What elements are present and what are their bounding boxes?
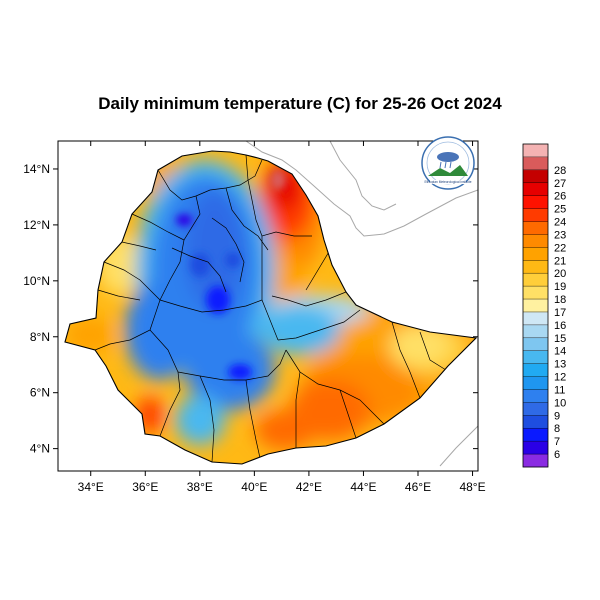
lon-tick-label: 38°E — [187, 480, 213, 494]
colorbar: 6789101112131415161718192021222324252627… — [522, 143, 566, 468]
colorbar-label: 6 — [554, 449, 560, 461]
colorbar-swatch — [523, 208, 548, 222]
colorbar-swatch — [523, 247, 548, 261]
colorbar-swatch — [523, 311, 548, 326]
colorbar-swatch — [523, 415, 548, 429]
colorbar-swatch — [523, 273, 548, 287]
lat-tick-label: 8°N — [30, 330, 50, 344]
colorbar-label: 11 — [554, 384, 565, 396]
lat-tick-label: 12°N — [23, 218, 50, 232]
lat-tick-label: 6°N — [30, 386, 50, 400]
colorbar-swatch — [523, 337, 548, 352]
lat-tick-label: 4°N — [30, 442, 50, 456]
colorbar-label: 20 — [554, 268, 566, 280]
colorbar-swatch — [523, 350, 548, 364]
lat-tick-label: 10°N — [23, 274, 50, 288]
colorbar-label: 25 — [554, 204, 566, 216]
colorbar-label: 22 — [554, 242, 566, 254]
colorbar-frame — [522, 143, 549, 468]
colorbar-label: 24 — [554, 217, 566, 229]
colorbar-swatch — [523, 428, 548, 442]
lon-tick-label: 44°E — [350, 480, 376, 494]
logo-agency-text: Ethiopian Meteorological Institute — [425, 180, 472, 184]
colorbar-swatch — [523, 286, 548, 300]
lon-tick-label: 40°E — [241, 480, 267, 494]
colorbar-label: 27 — [554, 178, 566, 190]
colorbar-label: 28 — [554, 165, 566, 177]
colorbar-swatch — [523, 221, 548, 235]
colorbar-swatch — [523, 156, 548, 171]
colorbar-label: 23 — [554, 229, 566, 241]
colorbar-label: 13 — [554, 359, 566, 371]
colorbar-swatch — [523, 363, 548, 377]
colorbar-swatch — [523, 299, 548, 313]
colorbar-label: 12 — [554, 372, 566, 384]
lat-tick-label: 14°N — [23, 162, 50, 176]
lon-tick-label: 42°E — [296, 480, 322, 494]
colorbar-label: 21 — [554, 255, 566, 267]
colorbar-label: 26 — [554, 191, 566, 203]
colorbar-label: 7 — [554, 436, 560, 448]
map-title: Daily minimum temperature (C) for 25-26 … — [98, 94, 502, 113]
lon-tick-label: 46°E — [405, 480, 431, 494]
colorbar-label: 14 — [554, 346, 566, 358]
lon-tick-label: 36°E — [132, 480, 158, 494]
colorbar-swatch — [523, 376, 548, 390]
colorbar-label: 9 — [554, 410, 560, 422]
lon-tick-label: 48°E — [459, 480, 485, 494]
colorbar-swatch — [523, 195, 548, 209]
admin-boundaries — [94, 154, 447, 463]
agency-logo: Ethiopian Meteorological Institute — [421, 136, 475, 190]
colorbar-swatch — [523, 441, 548, 455]
colorbar-label: 10 — [554, 397, 566, 409]
colorbar-label: 16 — [554, 320, 566, 332]
colorbar-label: 15 — [554, 333, 566, 345]
longitude-axis: 34°E 36°E 38°E 40°E 42°E 44°E 46°E 48°E — [78, 141, 486, 494]
latitude-axis: 14°N 12°N 10°N 8°N 6°N 4°N — [23, 162, 478, 456]
colorbar-swatch — [523, 454, 548, 468]
colorbar-swatch — [523, 260, 548, 274]
colorbar-swatch — [523, 402, 548, 416]
colorbar-label: 19 — [554, 281, 566, 293]
colorbar-swatch — [523, 182, 548, 196]
colorbar-swatch — [523, 234, 548, 248]
colorbar-swatch — [523, 324, 548, 339]
colorbar-swatch — [523, 169, 548, 184]
colorbar-label: 17 — [554, 307, 566, 319]
plot-frame — [57, 140, 479, 472]
colorbar-label: 18 — [554, 294, 566, 306]
lon-tick-label: 34°E — [78, 480, 104, 494]
colorbar-label: 8 — [554, 423, 560, 435]
neighbor-borders — [245, 141, 478, 467]
colorbar-swatch — [523, 144, 548, 158]
colorbar-swatch — [523, 389, 548, 403]
